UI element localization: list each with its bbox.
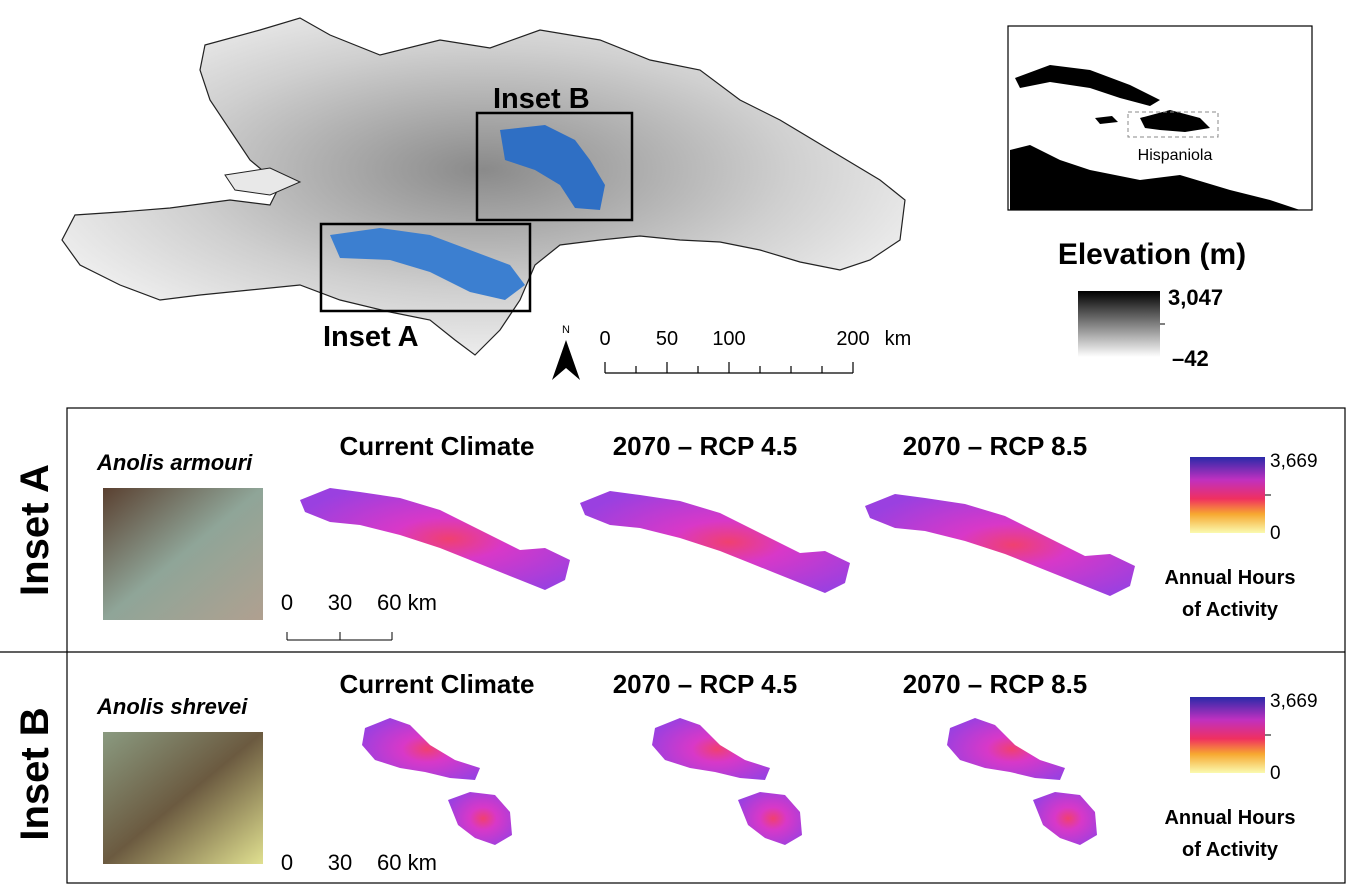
species-photo <box>103 732 263 864</box>
activity-map <box>580 491 850 593</box>
page: Hispaniola Anolis activity maps { "overv… <box>0 0 1347 884</box>
column-title: Current Climate <box>339 669 534 699</box>
activity-area <box>362 718 480 780</box>
activity-colorbar <box>1190 697 1265 773</box>
legend-max: 3,669 <box>1270 691 1318 712</box>
legend-title: Elevation (m) <box>1058 238 1246 271</box>
legend-max: 3,669 <box>1270 451 1318 472</box>
activity-map <box>652 718 802 845</box>
elevation-colorbar <box>1078 291 1160 357</box>
scale-label: 30 <box>328 590 352 615</box>
inset-label: Inset B <box>493 83 590 115</box>
scale-label: 0 <box>599 328 610 350</box>
row-label: Inset A <box>13 464 57 596</box>
legend-min: 0 <box>1270 763 1281 784</box>
species-name: Anolis shrevei <box>96 694 248 719</box>
activity-area <box>865 494 1135 596</box>
column-title: Current Climate <box>339 431 534 461</box>
activity-map <box>362 718 512 845</box>
activity-area <box>738 792 802 845</box>
north-arrow <box>552 340 580 380</box>
scale-label: 0 <box>281 590 293 615</box>
activity-area <box>947 718 1065 780</box>
activity-map <box>865 494 1135 596</box>
scale-bar <box>605 362 853 373</box>
activity-map <box>947 718 1097 845</box>
species-photo <box>103 488 263 620</box>
legend-max: 3,047 <box>1168 285 1223 310</box>
inset-label: Inset A <box>323 321 419 353</box>
panels: Inset A Anolis armouri Current Climate 2070… <box>13 431 1318 884</box>
activity-area <box>448 792 512 845</box>
legend-title: Annual Hours <box>1164 807 1295 829</box>
activity-colorbar <box>1190 457 1265 533</box>
scale-label: 60 km <box>377 590 437 615</box>
scale-label: 30 <box>328 850 352 875</box>
row-label: Inset B <box>13 707 57 840</box>
species-name: Anolis armouri <box>96 450 253 475</box>
legend-title: of Activity <box>1182 599 1279 621</box>
north-label: N <box>562 324 570 336</box>
activity-map <box>300 488 570 590</box>
scale-label: 60 km <box>377 850 437 875</box>
activity-area <box>652 718 770 780</box>
activity-area <box>1033 792 1097 845</box>
scale-label: 50 <box>656 328 678 350</box>
scale-label: 200 <box>836 328 869 350</box>
legend-min: 0 <box>1270 523 1281 544</box>
activity-area <box>300 488 570 590</box>
legend-min: –42 <box>1172 346 1209 371</box>
island <box>62 18 905 355</box>
legend-title: Annual Hours <box>1164 567 1295 589</box>
scale-label: 0 <box>281 850 293 875</box>
column-title: 2070 – RCP 4.5 <box>613 669 798 699</box>
body: Inset B Inset A N 0 50 100 200 km Hispan… <box>0 0 1347 884</box>
column-title: 2070 – RCP 8.5 <box>903 431 1088 461</box>
locator-label: Hispaniola <box>1138 147 1213 164</box>
activity-area <box>580 491 850 593</box>
legend-title: of Activity <box>1182 839 1279 861</box>
column-title: 2070 – RCP 8.5 <box>903 669 1088 699</box>
scale-unit: km <box>885 328 912 350</box>
scale-label: 100 <box>712 328 745 350</box>
figure: Inset B Inset A N 0 50 100 200 km Hispan… <box>0 0 1347 884</box>
column-title: 2070 – RCP 4.5 <box>613 431 798 461</box>
